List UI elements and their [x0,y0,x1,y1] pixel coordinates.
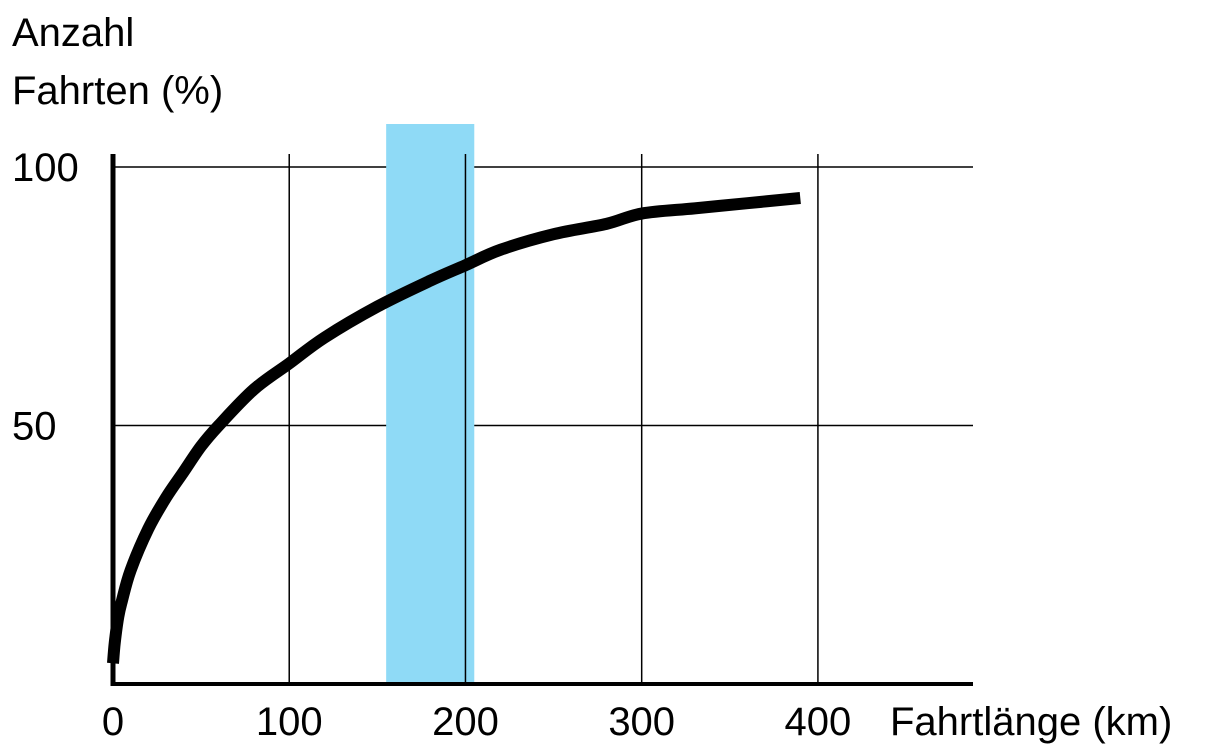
x-tick-label-200: 200 [432,700,499,744]
y-tick-label-50: 50 [12,405,57,449]
x-tick-label-300: 300 [608,700,675,744]
x-axis-label: Fahrtlänge (km) [890,700,1172,744]
y-tick-labels: 50 100 [12,146,79,449]
x-tick-label-400: 400 [785,700,852,744]
y-axis-label-line-2: Fahrten (%) [12,69,223,113]
x-tick-label-100: 100 [256,700,323,744]
series-line [107,192,801,664]
y-axis-label-line-1: Anzahl [12,11,134,55]
vertical-gridlines [288,154,819,684]
grid [113,166,973,427]
y-tick-label-100: 100 [12,146,79,190]
x-tick-labels: 0 100 200 300 400 [102,700,851,744]
highlight-band [386,124,475,684]
x-tick-label-0: 0 [102,700,124,744]
